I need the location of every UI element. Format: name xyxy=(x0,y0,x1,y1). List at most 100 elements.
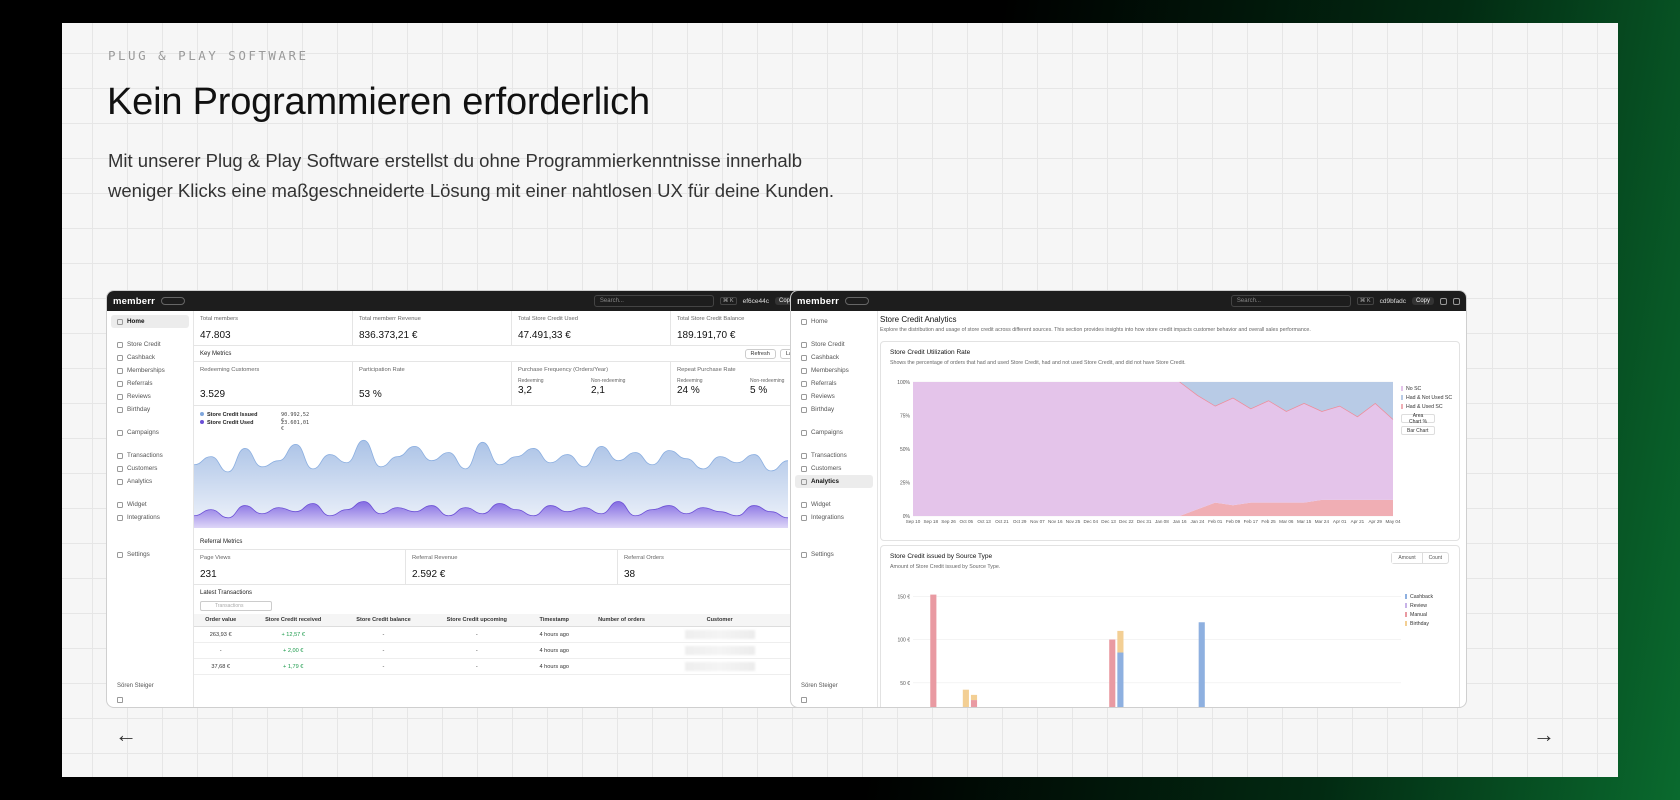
sidebar-item-referrals[interactable]: Referrals xyxy=(795,377,873,390)
table-header[interactable]: Store Credit upcoming xyxy=(427,614,526,627)
line-no-sc-top xyxy=(1179,381,1394,420)
card-icon xyxy=(117,367,123,374)
table-header[interactable]: Store Credit balance xyxy=(339,614,428,627)
sidebar-item-settings[interactable]: Settings xyxy=(795,548,873,561)
sidebar-item-customers[interactable]: Customers xyxy=(111,462,189,475)
sidebar-item-label: Birthday xyxy=(127,406,151,413)
coins-icon xyxy=(801,341,807,348)
referral-value: 38 xyxy=(624,569,636,580)
app-topbar-2: memberr Search... ⌘ K cd9bfadc Copy xyxy=(791,291,1466,311)
cell-orders xyxy=(582,658,661,675)
cell-received: + 1,79 € xyxy=(247,658,340,675)
metric-sub-label: Non-redeeming xyxy=(591,378,626,384)
source-legend: Cashback Review Manual Birthday xyxy=(1405,592,1433,628)
x-tick-label: Feb 25 xyxy=(1261,519,1276,524)
sidebar-item-store-credit[interactable]: Store Credit xyxy=(795,338,873,351)
bar-chart-button[interactable]: Bar Chart xyxy=(1401,426,1435,435)
sidebar-item-cashback[interactable]: Cashback xyxy=(795,351,873,364)
sidebar-item-integrations[interactable]: Integrations xyxy=(111,511,189,524)
bar-cashback xyxy=(970,706,978,707)
sidebar-item-analytics[interactable]: Analytics xyxy=(111,475,189,488)
home-icon xyxy=(117,318,123,325)
x-tick-label: Sep 26 xyxy=(941,519,956,524)
table-header[interactable]: Number of orders xyxy=(582,614,661,627)
kpi-label: Total members xyxy=(200,316,239,322)
search-input-2[interactable]: Search... xyxy=(1230,295,1351,307)
workspace-switcher-2[interactable] xyxy=(845,297,870,305)
sidebar-item-transactions[interactable]: Transactions xyxy=(795,449,873,462)
refresh-button[interactable]: Refresh xyxy=(744,348,776,359)
kpi-label: Total memberr Revenue xyxy=(359,316,421,322)
transactions-icon xyxy=(117,452,123,459)
sidebar-item-memberships[interactable]: Memberships xyxy=(795,364,873,377)
table-header[interactable]: Store Credit received xyxy=(247,614,340,627)
sidebar-item-campaigns[interactable]: Campaigns xyxy=(795,426,873,439)
sidebar-item-referrals[interactable]: Referrals xyxy=(111,377,189,390)
user-icon[interactable] xyxy=(1453,297,1460,305)
sidebar-item-label: Widget xyxy=(811,501,831,508)
logout-icon[interactable] xyxy=(801,697,807,703)
sidebar-item-label: Home xyxy=(127,318,145,325)
sidebar-item-reviews[interactable]: Reviews xyxy=(111,390,189,403)
sidebar-item-birthday[interactable]: Birthday xyxy=(111,403,189,416)
bell-icon[interactable] xyxy=(1440,297,1447,305)
user-name[interactable]: Sören Steiger xyxy=(117,683,154,689)
logout-icon[interactable] xyxy=(117,697,123,703)
copy-button[interactable]: Copy xyxy=(774,297,797,305)
amount-count-toggle: Amount Count xyxy=(1391,552,1449,564)
x-tick-label: Apr 21 xyxy=(1351,519,1365,524)
table-row[interactable]: 263,93 €+ 12,57 €--4 hours agoCashback xyxy=(194,626,829,643)
cell-customer xyxy=(660,642,779,659)
area-chart xyxy=(194,439,788,528)
x-tick-label: Sep 18 xyxy=(923,519,938,524)
transactions-search[interactable]: Transactions xyxy=(200,601,272,611)
sidebar-item-memberships[interactable]: Memberships xyxy=(111,364,189,377)
sidebar-item-analytics[interactable]: Analytics xyxy=(795,475,873,488)
sidebar-item-home[interactable]: Home xyxy=(795,315,873,328)
sidebar-item-widget[interactable]: Widget xyxy=(795,498,873,511)
metric-card: Purchase Frequency (Orders/Year) Redeemin… xyxy=(512,362,671,406)
table-header[interactable]: Customer xyxy=(660,614,779,627)
sidebar-item-birthday[interactable]: Birthday xyxy=(795,403,873,416)
sidebar-item-campaigns[interactable]: Campaigns xyxy=(111,426,189,439)
table-header[interactable]: Timestamp xyxy=(525,614,583,627)
table-row[interactable]: -+ 2,00 €--4 hours agoReview xyxy=(194,642,829,659)
utilization-legend: No SC Had & Not Used SC Had & Used SC Ar… xyxy=(1401,384,1452,438)
sidebar-item-customers[interactable]: Customers xyxy=(795,462,873,475)
user-name[interactable]: Sören Steiger xyxy=(801,683,838,689)
sidebar-item-settings[interactable]: Settings xyxy=(111,548,189,561)
sidebar-2: Home Store Credit Cashback Memberships Refer… xyxy=(791,311,878,707)
copy-button-2[interactable]: Copy xyxy=(1411,297,1434,305)
cell-time: 4 hours ago xyxy=(525,642,583,659)
kpi-card: Total members 47.803 xyxy=(194,311,353,345)
sidebar-item-reviews[interactable]: Reviews xyxy=(795,390,873,403)
eyebrow: PLUG & PLAY SOFTWARE xyxy=(108,48,309,63)
cake-icon xyxy=(801,406,807,413)
sidebar-item-widget[interactable]: Widget xyxy=(111,498,189,511)
referral-label: Referral Orders xyxy=(624,555,664,561)
star-icon xyxy=(801,393,807,400)
sidebar-item-cashback[interactable]: Cashback xyxy=(111,351,189,364)
search-input[interactable]: Search... xyxy=(593,295,714,307)
sidebar-item-store-credit[interactable]: Store Credit xyxy=(111,338,189,351)
area-chart-button[interactable]: Area Chart % xyxy=(1401,413,1435,425)
sidebar-item-transactions[interactable]: Transactions xyxy=(111,449,189,462)
amount-button[interactable]: Amount xyxy=(1392,553,1423,563)
cell-order: - xyxy=(194,642,248,659)
sidebar-item-label: Transactions xyxy=(127,452,163,459)
table-row[interactable]: 37,68 €+ 1,79 €--4 hours agoCashback xyxy=(194,658,829,675)
coins-icon xyxy=(117,341,123,348)
x-tick-label: Apr 01 xyxy=(1333,519,1347,524)
count-button[interactable]: Count xyxy=(1428,555,1442,561)
cell-order: 263,93 € xyxy=(194,626,248,643)
workspace-switcher[interactable] xyxy=(161,297,186,305)
y-tick-label: 100 € xyxy=(897,638,910,644)
sidebar-item-label: Customers xyxy=(127,465,158,472)
x-tick-label: Oct 21 xyxy=(995,519,1009,524)
sidebar-item-home[interactable]: Home xyxy=(111,315,189,328)
arrow-left-icon[interactable]: ← xyxy=(115,722,137,747)
table-header[interactable]: Order value xyxy=(194,614,248,627)
cell-received: + 12,57 € xyxy=(247,626,340,643)
sidebar-item-integrations[interactable]: Integrations xyxy=(795,511,873,524)
arrow-right-icon[interactable]: → xyxy=(1533,722,1555,747)
